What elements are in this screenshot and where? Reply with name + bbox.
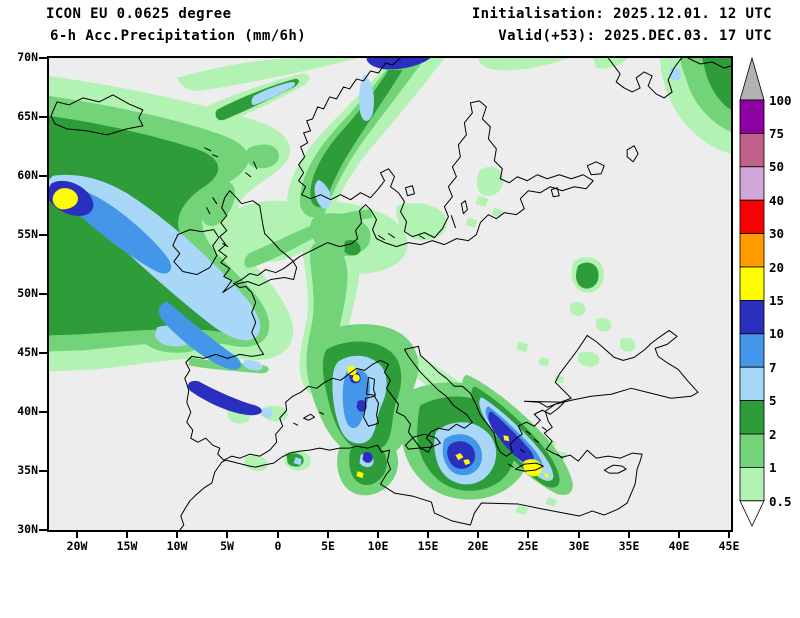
- lon-tick: [477, 532, 479, 538]
- legend-label: 40: [769, 193, 784, 208]
- lat-label: 40N: [17, 404, 38, 418]
- lat-tick: [39, 57, 47, 59]
- legend-overflow-triangle: [739, 56, 765, 101]
- legend-underflow-triangle: [739, 500, 765, 527]
- legend-label: 30: [769, 226, 784, 241]
- lon-tick: [678, 532, 680, 538]
- legend-color-bar: [739, 56, 765, 527]
- lon-label: 15E: [417, 539, 439, 553]
- lon-tick: [76, 532, 78, 538]
- lat-label: 65N: [17, 109, 38, 123]
- lon-label: 10W: [166, 539, 188, 553]
- lon-label: 0: [274, 539, 282, 553]
- lon-tick: [176, 532, 178, 538]
- lon-label: 20E: [467, 539, 489, 553]
- lon-tick: [427, 532, 429, 538]
- legend-tick-labels: 100 75 50 40 30 20 15 10 7 5 2 1 0.5: [769, 93, 792, 509]
- weather-map-svg: [49, 58, 731, 530]
- lat-tick: [39, 352, 47, 354]
- lon-tick: [628, 532, 630, 538]
- lon-tick: [277, 532, 279, 538]
- lon-label: 30E: [568, 539, 590, 553]
- legend-label: 100: [769, 93, 792, 108]
- lon-label: 45E: [718, 539, 740, 553]
- lon-label: 25E: [517, 539, 539, 553]
- valid-time: Valid(+53): 2025.DEC.03. 17 UTC: [498, 28, 772, 44]
- legend-label: 1: [769, 460, 777, 475]
- lon-tick: [377, 532, 379, 538]
- lon-label: 5W: [220, 539, 234, 553]
- lon-tick: [126, 532, 128, 538]
- legend-label: 50: [769, 159, 784, 174]
- initialisation-time: Initialisation: 2025.12.01. 12 UTC: [471, 6, 772, 22]
- lat-label: 35N: [17, 463, 38, 477]
- product-title: 6-h Acc.Precipitation (mm/6h): [50, 28, 307, 44]
- lat-tick: [39, 470, 47, 472]
- lat-tick: [39, 175, 47, 177]
- lat-label: 70N: [17, 50, 38, 64]
- lat-label: 50N: [17, 286, 38, 300]
- lon-tick: [327, 532, 329, 538]
- model-title: ICON EU 0.0625 degree: [46, 6, 232, 22]
- legend-label: 2: [769, 427, 777, 442]
- lon-tick: [728, 532, 730, 538]
- legend-label: 10: [769, 326, 784, 341]
- lat-tick: [39, 234, 47, 236]
- map-area: [47, 56, 733, 532]
- lon-label: 35E: [618, 539, 640, 553]
- legend-label: 20: [769, 260, 784, 275]
- lon-label: 40E: [668, 539, 690, 553]
- lon-label: 5E: [321, 539, 335, 553]
- lat-tick: [39, 529, 47, 531]
- lon-label: 15W: [116, 539, 138, 553]
- lat-tick: [39, 411, 47, 413]
- lat-label: 30N: [17, 522, 38, 536]
- legend-label: 5: [769, 393, 777, 408]
- legend-label: 0.5: [769, 494, 792, 509]
- precip-yellow-layer: [52, 188, 550, 479]
- lat-label: 45N: [17, 345, 38, 359]
- lat-tick: [39, 116, 47, 118]
- lat-label: 55N: [17, 227, 38, 241]
- lon-tick: [226, 532, 228, 538]
- legend-label: 75: [769, 126, 784, 141]
- coastlines: [50, 58, 731, 530]
- precip-legend: 100 75 50 40 30 20 15 10 7 5 2 1 0.5: [739, 56, 792, 527]
- legend-label: 15: [769, 293, 784, 308]
- lat-tick: [39, 293, 47, 295]
- lat-label: 60N: [17, 168, 38, 182]
- legend-label: 7: [769, 360, 777, 375]
- lon-label: 10E: [367, 539, 389, 553]
- lon-label: 20W: [66, 539, 88, 553]
- lon-tick: [527, 532, 529, 538]
- lon-tick: [578, 532, 580, 538]
